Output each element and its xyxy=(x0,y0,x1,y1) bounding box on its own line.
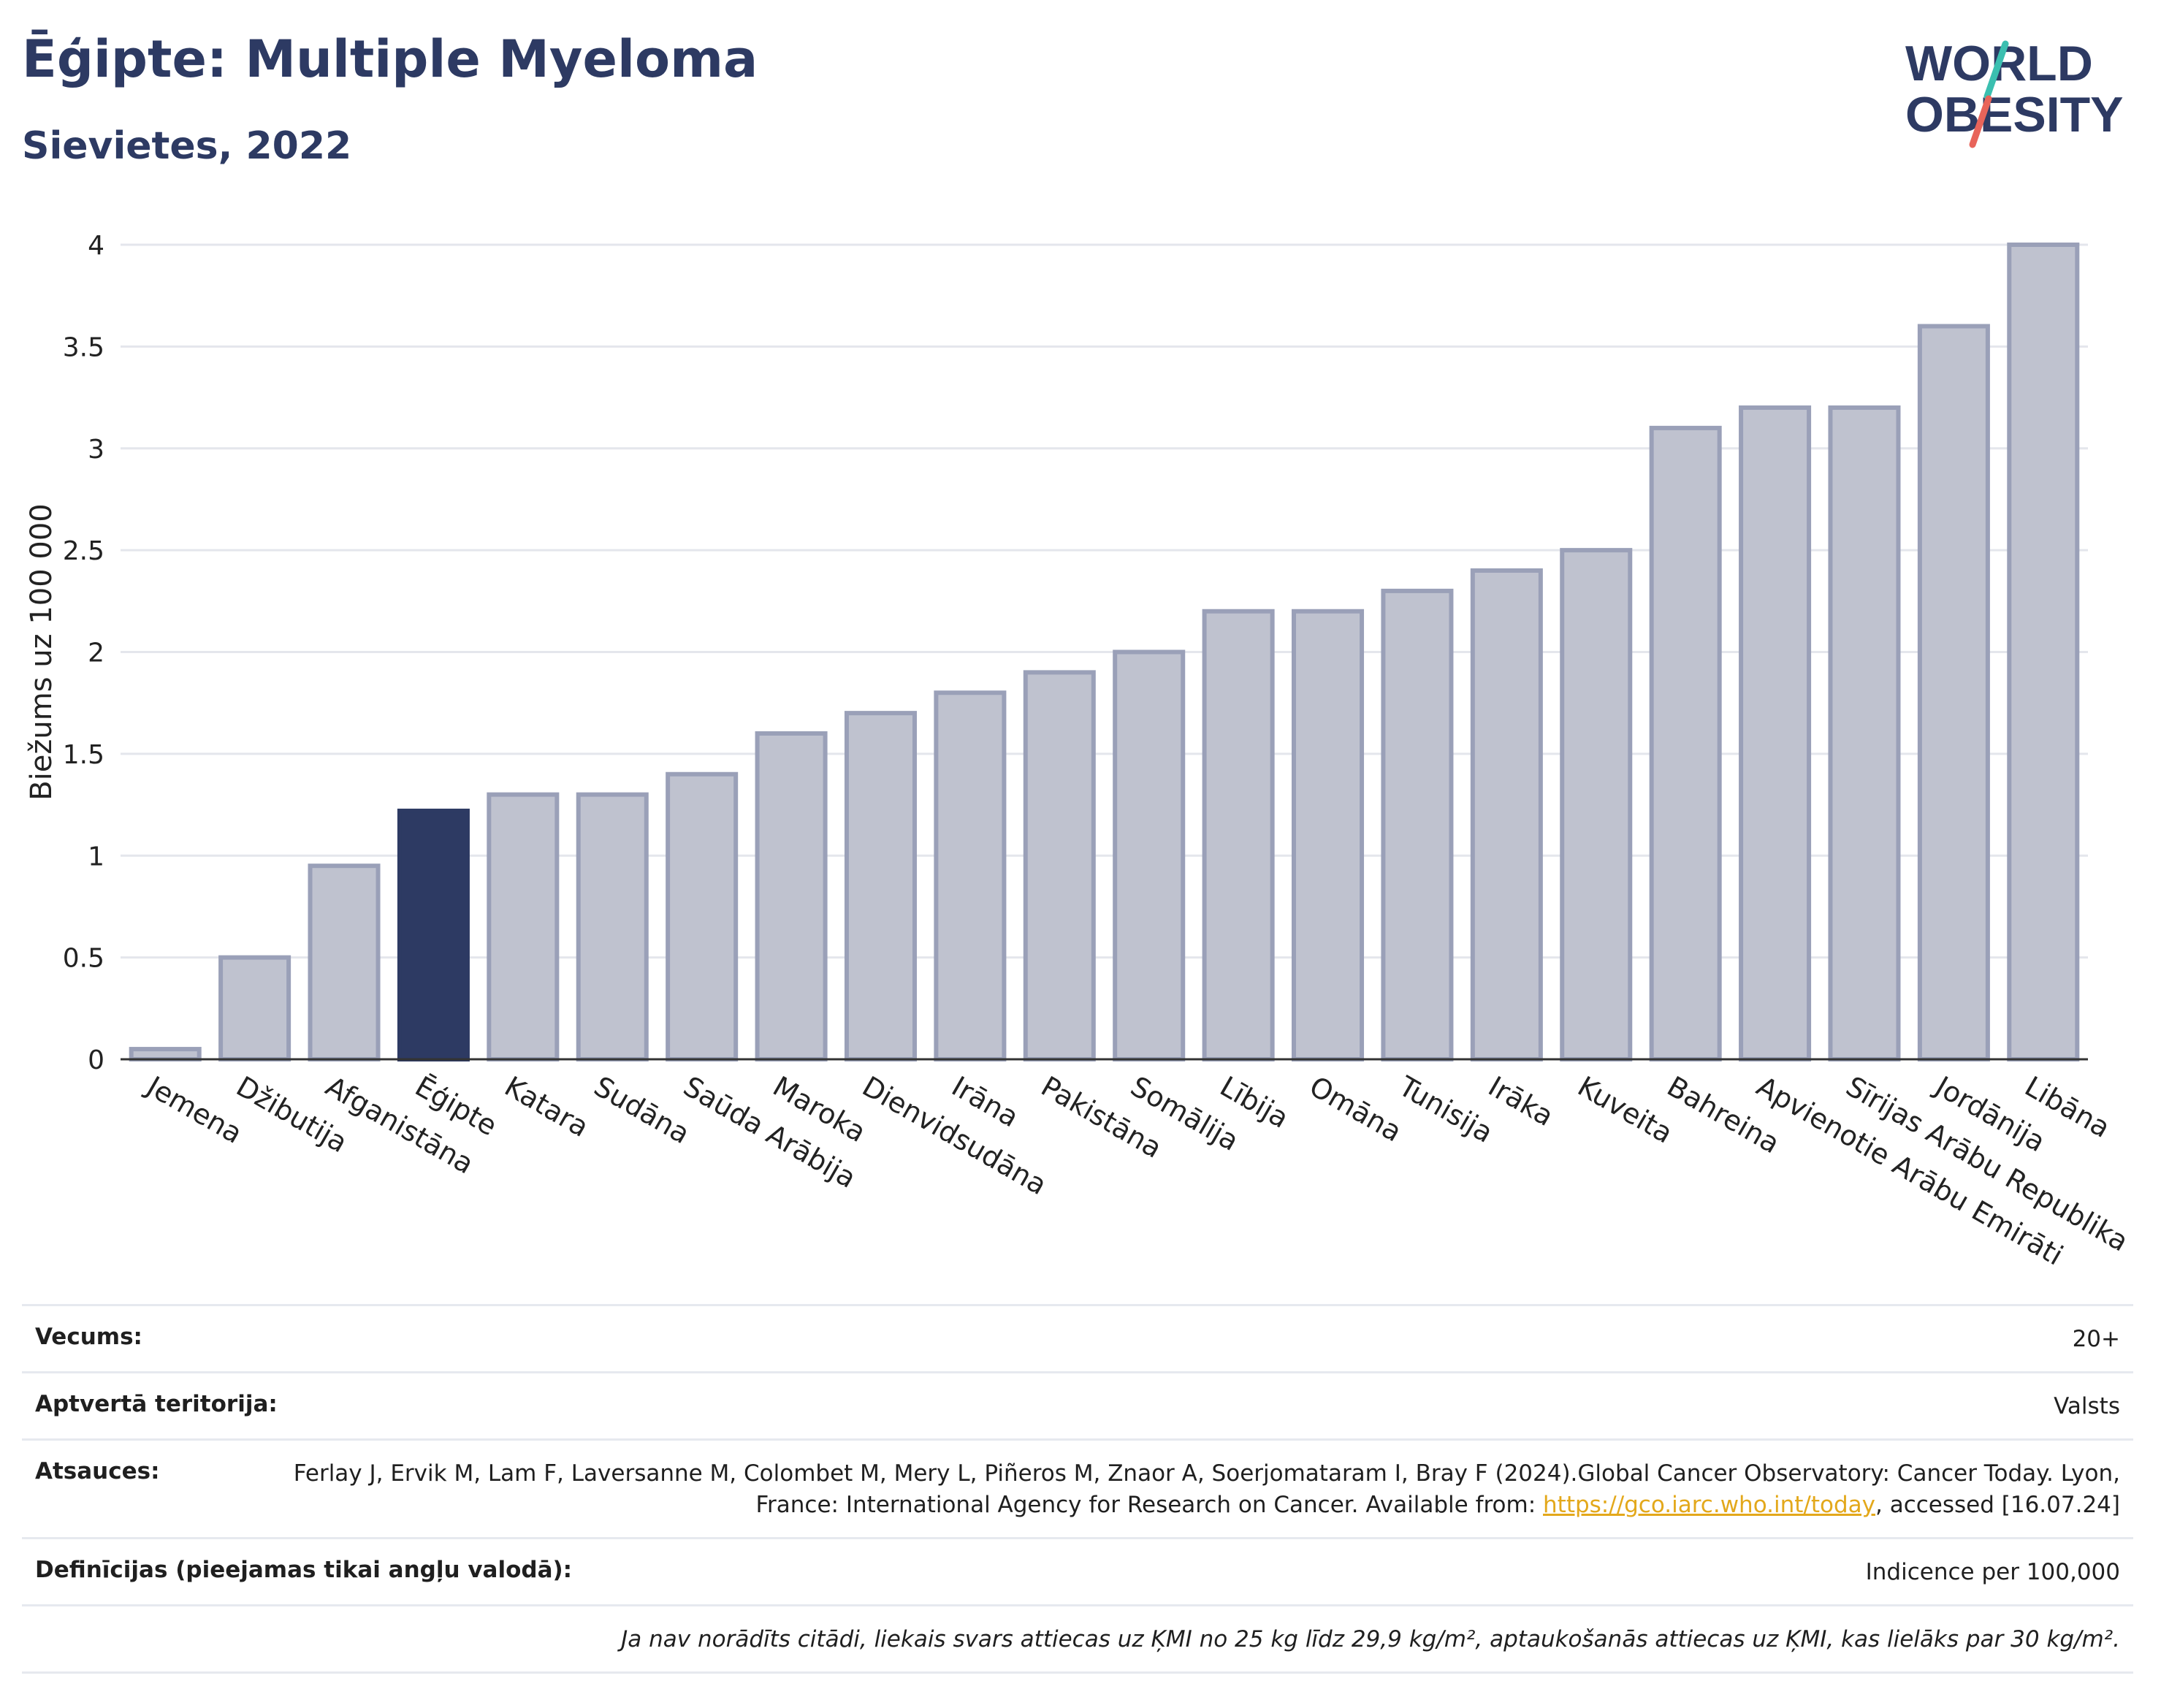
y-tick-label: 3.5 xyxy=(63,332,104,362)
reference-link[interactable]: https://gco.iarc.who.int/today xyxy=(1543,1492,1875,1518)
y-tick-label: 1 xyxy=(88,842,104,872)
logo-slash-teal xyxy=(1983,40,2009,100)
bar xyxy=(1381,588,1454,1061)
meta-label-definitions: Definīcijas (pieejamas tikai angļu valod… xyxy=(35,1557,573,1583)
bar xyxy=(1917,324,1990,1061)
logo-text-line2: OBESITY xyxy=(1905,87,2124,142)
bar xyxy=(755,731,828,1061)
bar xyxy=(844,711,917,1061)
reference-accessed: , accessed [16.07.24] xyxy=(1875,1492,2120,1518)
meta-value-references: Ferlay J, Ervik M, Lam F, Laversanne M, … xyxy=(160,1458,2120,1521)
chart-subtitle: Sievietes, 2022 xyxy=(22,124,352,168)
x-tick-label: Tunisija xyxy=(1393,1070,1498,1149)
logo-slash-coral xyxy=(1969,95,1992,148)
x-tick-label: Omāna xyxy=(1304,1070,1407,1148)
x-tick-label: Sudāna xyxy=(589,1070,695,1151)
world-obesity-logo: WORLD OBESITY xyxy=(1905,36,2124,148)
bar xyxy=(1828,405,1901,1061)
y-tick-label: 4 xyxy=(88,231,104,261)
meta-row-references: Atsauces: Ferlay J, Ervik M, Lam F, Lave… xyxy=(22,1438,2133,1537)
bar xyxy=(1649,425,1722,1061)
x-tick-label: Kuveita xyxy=(1572,1070,1678,1150)
meta-row-note: Ja nav norādīts citādi, liekais svars at… xyxy=(22,1604,2133,1674)
x-tick-label: Katara xyxy=(499,1070,594,1143)
chart-title: Ēģipte: Multiple Myeloma xyxy=(22,29,758,89)
x-axis-ticks: JemenaDžibutijaAfganistānaĒģipteKataraSu… xyxy=(140,1070,2134,1272)
bar xyxy=(934,690,1007,1061)
y-tick-label: 1.5 xyxy=(63,740,104,770)
bar xyxy=(397,808,470,1062)
bar xyxy=(1560,548,1633,1061)
meta-value-territory: Valsts xyxy=(2054,1393,2120,1419)
y-axis-ticks: 0 0.5 1 1.5 2 2.5 3 3.5 4 xyxy=(63,231,104,1075)
meta-label-references: Atsauces: xyxy=(35,1458,160,1484)
meta-value-note: Ja nav norādīts citādi, liekais svars at… xyxy=(621,1626,2120,1652)
meta-label-age: Vecums: xyxy=(35,1324,142,1350)
meta-value-age: 20+ xyxy=(2072,1326,2120,1352)
meta-label-territory: Aptvertā teritorija: xyxy=(35,1391,278,1417)
bar xyxy=(1470,568,1543,1061)
y-tick-label: 2 xyxy=(88,638,104,668)
bar xyxy=(576,792,649,1061)
bar xyxy=(1202,609,1275,1061)
x-tick-label: Jemena xyxy=(140,1070,248,1150)
bar xyxy=(129,1047,202,1061)
bar xyxy=(1292,609,1365,1061)
meta-row-territory: Aptvertā teritorija: Valsts xyxy=(22,1371,2133,1438)
bar xyxy=(1113,649,1186,1061)
y-tick-label: 2.5 xyxy=(63,536,104,566)
bars xyxy=(129,243,2080,1062)
bar xyxy=(218,955,291,1061)
y-axis-label: Biežums uz 100 000 xyxy=(25,503,58,801)
bar xyxy=(1739,405,1812,1061)
meta-row-definitions: Definīcijas (pieejamas tikai angļu valod… xyxy=(22,1537,2133,1604)
bar xyxy=(487,792,560,1061)
bar xyxy=(666,771,739,1061)
bar-chart: 0 0.5 1 1.5 2 2.5 3 3.5 4 JemenaDžibutijaAfganis… xyxy=(25,231,2134,1272)
bar xyxy=(308,863,381,1061)
y-tick-label: 0.5 xyxy=(63,944,104,974)
meta-value-definitions: Indicence per 100,000 xyxy=(1865,1559,2120,1585)
bar xyxy=(2007,243,2080,1061)
reference-text: Ferlay J, Ervik M, Lam F, Laversanne M, … xyxy=(293,1460,2120,1518)
y-tick-label: 0 xyxy=(88,1045,104,1075)
bar xyxy=(1023,670,1096,1061)
y-tick-label: 3 xyxy=(88,435,104,465)
metadata-table: Vecums: 20+ Aptvertā teritorija: Valsts … xyxy=(22,1304,2133,1674)
meta-row-age: Vecums: 20+ xyxy=(22,1304,2133,1371)
